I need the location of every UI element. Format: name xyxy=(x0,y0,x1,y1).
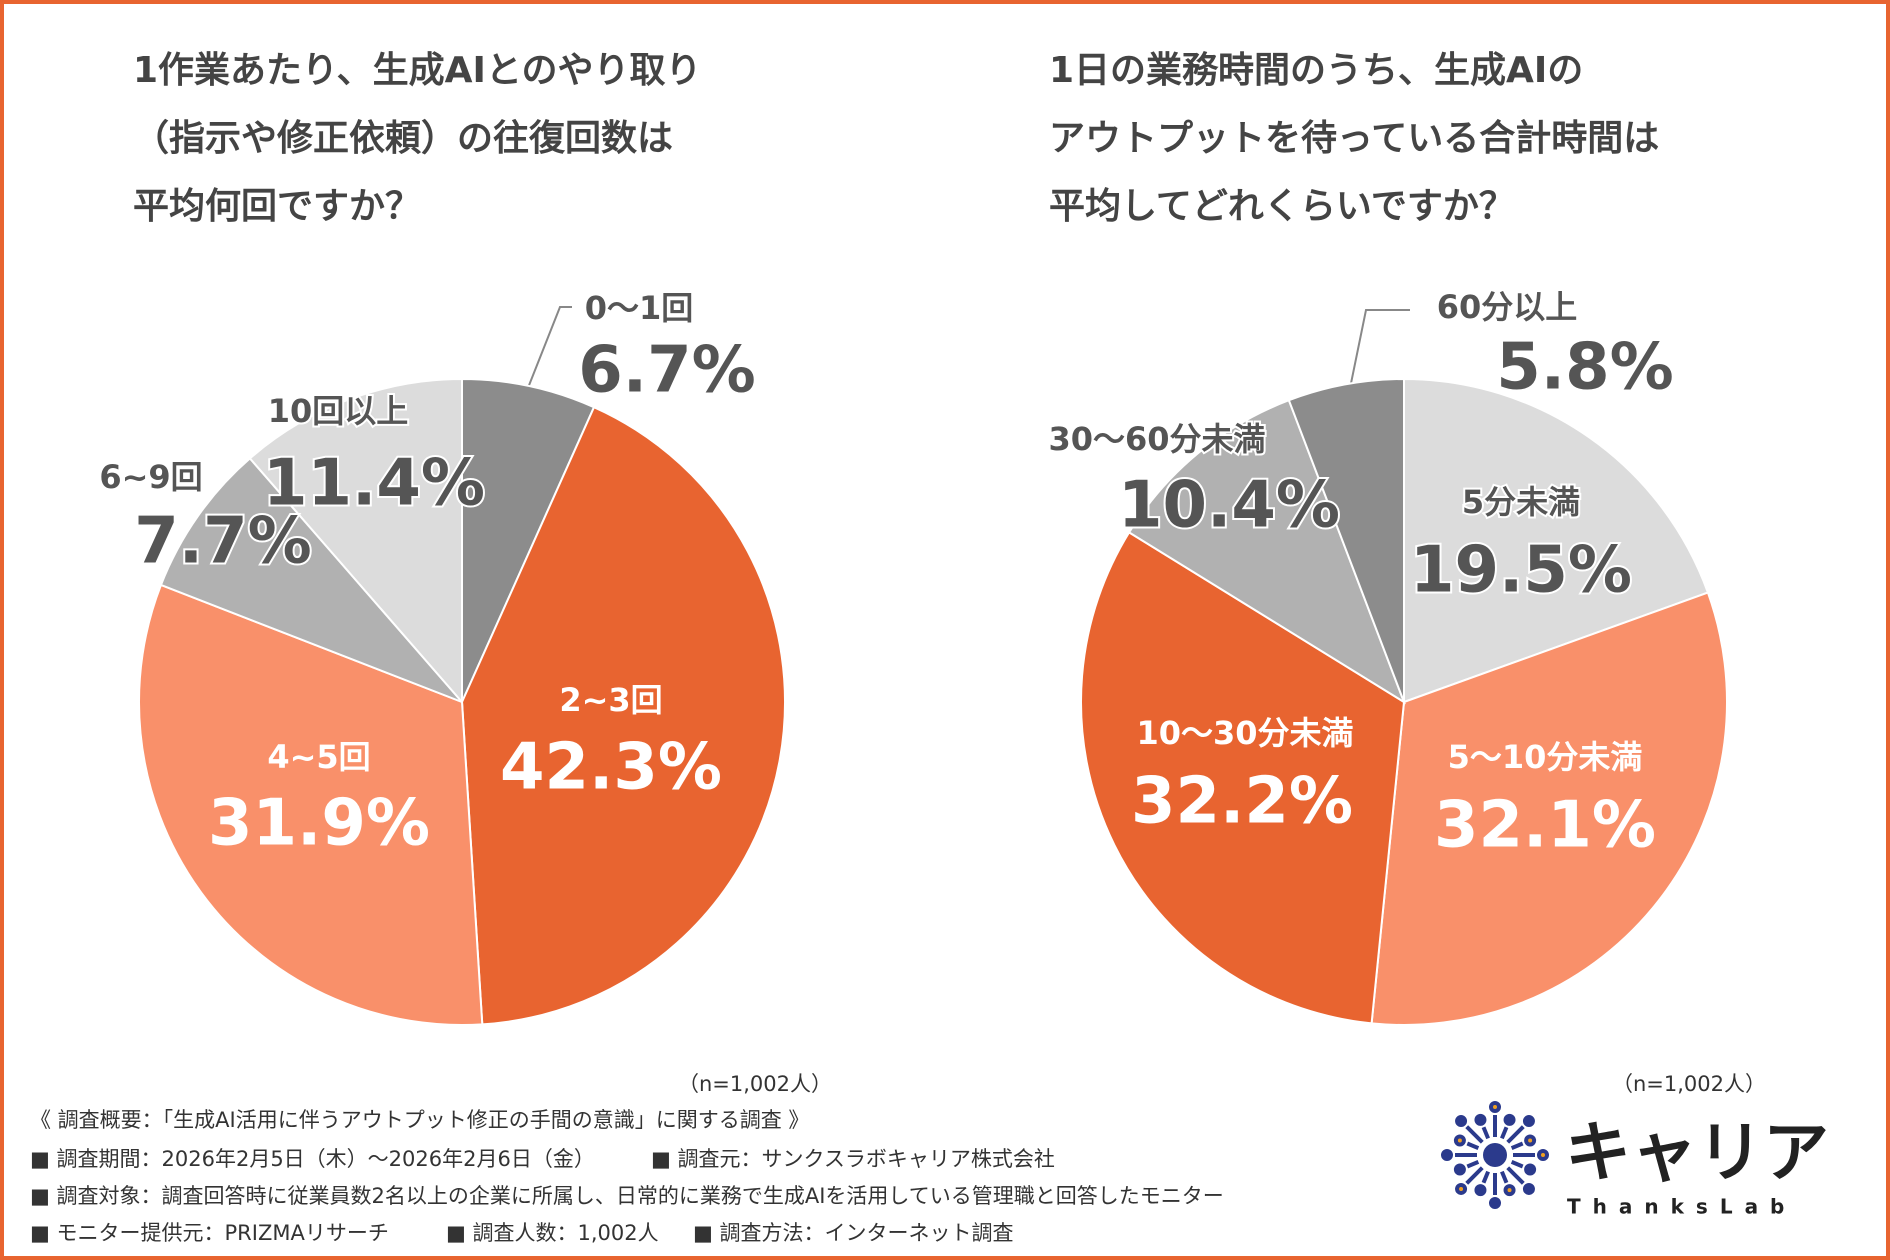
slice-label: 30〜60分未満 xyxy=(1048,420,1265,458)
pie-slice xyxy=(159,456,463,703)
value-label: 5.8% xyxy=(1496,331,1674,405)
value-label: 10.4% xyxy=(1118,469,1340,543)
value-label: 7.7% xyxy=(134,505,312,579)
footer-item: ■ 調査対象：調査回答時に従業員数2名以上の企業に所属し、日常的に業務で生成AI… xyxy=(30,1184,1224,1208)
leader-line xyxy=(523,306,572,399)
value-label: 32.2% xyxy=(1131,765,1353,839)
slice-label: 2~3回 xyxy=(559,681,662,719)
value-label: 19.5% xyxy=(1410,534,1632,608)
pie-slice xyxy=(1403,377,1710,704)
leader-line xyxy=(1347,309,1410,399)
slice-label: 10〜30分未満 xyxy=(1136,714,1353,752)
slice-label: 60分以上 xyxy=(1437,288,1578,326)
chart-title: 1日の業務時間のうち、生成AIの xyxy=(1049,50,1583,91)
slice-label: 5分未満 xyxy=(1462,483,1580,521)
footer-item: ■ 調査方法：インターネット調査 xyxy=(693,1221,1014,1245)
footer-item: ■ モニター提供元：PRIZMAリサーチ xyxy=(30,1221,389,1245)
footer-item: ■ 調査人数：1,002人 xyxy=(446,1221,659,1245)
slice-label: 4~5回 xyxy=(267,738,370,776)
chart-title: （指示や修正依頼）の往復回数は xyxy=(133,118,673,159)
footer-item: ■ 調査元：サンクスラボキャリア株式会社 xyxy=(651,1147,1055,1171)
chart-title: アウトプットを待っている合計時間は xyxy=(1049,118,1659,159)
chart-title: 平均してどれくらいですか？ xyxy=(1049,186,1515,227)
pie-slice xyxy=(1370,591,1728,1026)
slice-label: 5〜10分未満 xyxy=(1448,738,1643,776)
pie-slice xyxy=(138,583,484,1026)
pie-slice xyxy=(1080,530,1406,1025)
pie-slice xyxy=(460,405,786,1026)
slice-label: 10回以上 xyxy=(268,392,409,430)
slice-label: 0〜1回 xyxy=(585,289,694,327)
sample-note: （n=1,002人） xyxy=(1612,1072,1766,1096)
sample-note: （n=1,002人） xyxy=(678,1072,832,1096)
footer-heading: 《 調査概要：「生成AI活用に伴うアウトプット修正の手間の意識」に関する調査 》 xyxy=(30,1108,809,1132)
value-label: 32.1% xyxy=(1434,789,1656,863)
logo-mark xyxy=(1441,1101,1549,1209)
footer-item: ■ 調査期間：2026年2月5日（木）〜2026年2月6日（金） xyxy=(30,1147,595,1171)
value-label: 11.4% xyxy=(263,447,485,521)
logo-sub: ThanksLab xyxy=(1567,1195,1796,1219)
chart-title: 1作業あたり、生成AIとのやり取り xyxy=(133,50,702,91)
value-label: 6.7% xyxy=(578,334,756,408)
pie-slice xyxy=(1127,398,1406,705)
value-label: 31.9% xyxy=(208,787,430,861)
value-label: 42.3% xyxy=(500,731,722,805)
logo-name: キャリア xyxy=(1565,1114,1829,1191)
pie-slice xyxy=(461,377,596,703)
slice-label: 6~9回 xyxy=(99,458,202,496)
pie-slice xyxy=(248,377,463,705)
chart-title: 平均何回ですか？ xyxy=(133,186,421,227)
pie-slice xyxy=(1287,377,1405,703)
